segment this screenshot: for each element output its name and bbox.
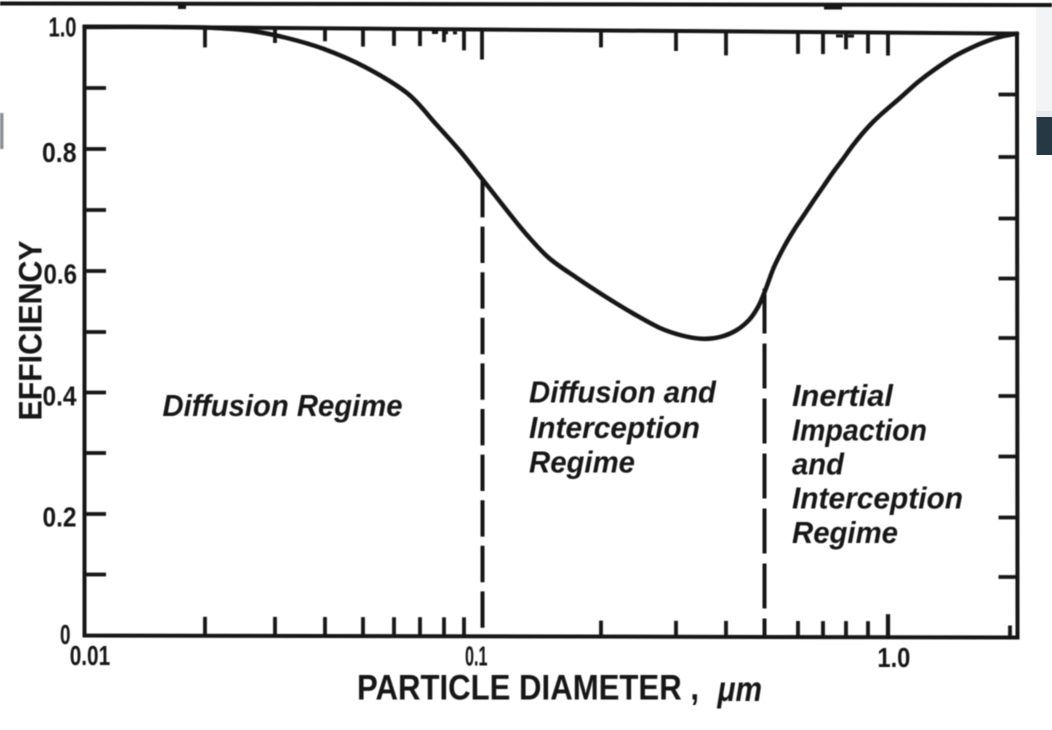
svg-text:μm: μm bbox=[717, 670, 762, 709]
svg-text:1.0: 1.0 bbox=[877, 642, 910, 673]
svg-text:Diffusion Regime: Diffusion Regime bbox=[163, 388, 403, 423]
svg-text:PARTICLE DIAMETER ,: PARTICLE DIAMETER , bbox=[357, 669, 699, 708]
svg-text:0.8: 0.8 bbox=[42, 137, 77, 168]
svg-text:EFFICIENCY: EFFICIENCY bbox=[13, 241, 49, 421]
svg-text:0.4: 0.4 bbox=[43, 381, 77, 412]
svg-text:0.01: 0.01 bbox=[70, 640, 111, 671]
svg-text:Diffusion and: Diffusion and bbox=[529, 375, 717, 410]
svg-text:0.2: 0.2 bbox=[43, 502, 77, 533]
svg-text:1.0: 1.0 bbox=[49, 12, 77, 43]
svg-text:Regime: Regime bbox=[792, 515, 898, 550]
svg-text:Inertial: Inertial bbox=[792, 378, 894, 413]
svg-text:and: and bbox=[792, 447, 845, 482]
svg-text:Interception: Interception bbox=[792, 481, 963, 516]
svg-text:Regime: Regime bbox=[529, 445, 635, 480]
svg-text:0.6: 0.6 bbox=[44, 259, 78, 290]
svg-text:0.1: 0.1 bbox=[465, 641, 488, 672]
svg-text:0: 0 bbox=[60, 619, 71, 650]
svg-text:Interception: Interception bbox=[529, 410, 700, 445]
svg-text:Impaction: Impaction bbox=[792, 413, 927, 448]
